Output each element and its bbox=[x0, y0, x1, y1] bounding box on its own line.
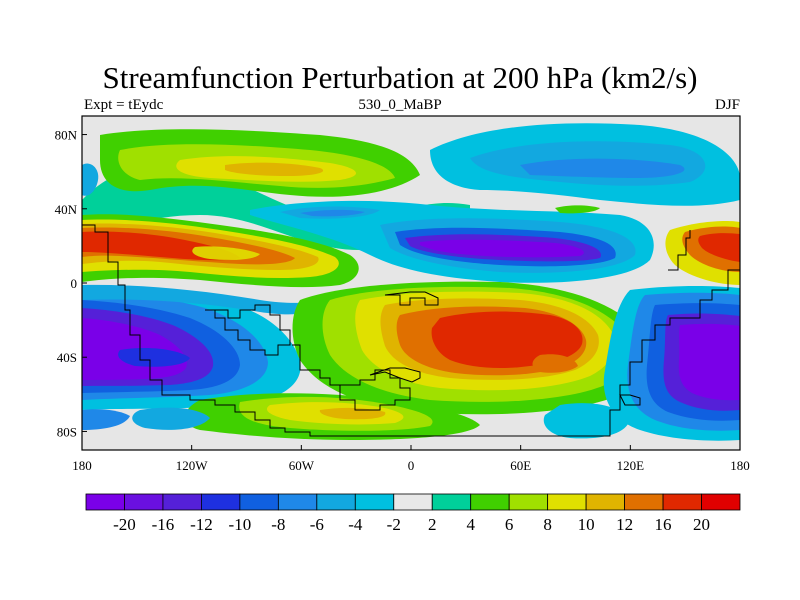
x-tick-label: 180 bbox=[730, 458, 750, 473]
colorbar-swatch bbox=[624, 493, 664, 511]
x-tick-label: 180 bbox=[72, 458, 92, 473]
y-tick-label: 40N bbox=[55, 202, 78, 217]
colorbar-label: -4 bbox=[348, 515, 363, 534]
subtitle-left: Expt = tEydc bbox=[84, 97, 164, 113]
y-tick-label: 80N bbox=[55, 128, 78, 143]
colorbar-label: -20 bbox=[113, 515, 136, 534]
colorbar-swatch bbox=[508, 493, 549, 511]
colorbar-label: -6 bbox=[310, 515, 324, 534]
colorbar-swatch bbox=[162, 493, 202, 511]
colorbar-label: 16 bbox=[655, 515, 672, 534]
x-axis: 180 120W 60W 0 60E 120E 180 bbox=[72, 445, 750, 473]
colorbar-swatch bbox=[701, 493, 741, 511]
colorbar-swatch bbox=[585, 493, 625, 511]
colorbar-swatch bbox=[239, 493, 279, 511]
colorbar-label: 8 bbox=[543, 515, 552, 534]
y-tick-label: 80S bbox=[57, 424, 77, 439]
colorbar-label: 20 bbox=[693, 515, 710, 534]
colorbar-swatch bbox=[354, 493, 395, 511]
colorbar-label: 2 bbox=[428, 515, 437, 534]
y-tick-label: 0 bbox=[71, 276, 78, 291]
colorbar-swatch bbox=[124, 493, 164, 511]
colorbar-label: 12 bbox=[616, 515, 633, 534]
contour-fill bbox=[82, 123, 740, 441]
y-axis: 80N 40N 0 40S 80S bbox=[55, 128, 87, 439]
colorbar-swatch bbox=[316, 493, 356, 511]
subtitle-right: DJF bbox=[714, 97, 740, 113]
colorbar-swatch bbox=[85, 493, 125, 511]
x-tick-label: 0 bbox=[408, 458, 415, 473]
colorbar-swatch bbox=[393, 493, 433, 511]
colorbar-label: -12 bbox=[190, 515, 213, 534]
colorbar-swatch bbox=[431, 493, 472, 511]
colorbar: -20 -16 -12 -10 -8 -6 -4 -2 2 4 6 8 10 12 16 20 bbox=[85, 493, 741, 534]
chart-title: Streamfunction Perturbation at 200 hPa (… bbox=[102, 60, 698, 95]
x-tick-label: 60E bbox=[510, 458, 531, 473]
colorbar-label: -10 bbox=[229, 515, 252, 534]
colorbar-label: -16 bbox=[152, 515, 175, 534]
x-tick-label: 120W bbox=[176, 458, 209, 473]
colorbar-label: 10 bbox=[578, 515, 595, 534]
colorbar-swatch bbox=[547, 493, 587, 511]
colorbar-label: 6 bbox=[505, 515, 514, 534]
subtitle-center: 530_0_MaBP bbox=[358, 97, 442, 113]
colorbar-label: -2 bbox=[387, 515, 401, 534]
colorbar-label: 4 bbox=[466, 515, 475, 534]
colorbar-swatch bbox=[470, 493, 510, 511]
x-tick-label: 60W bbox=[289, 458, 315, 473]
colorbar-label: -8 bbox=[271, 515, 285, 534]
x-tick-label: 120E bbox=[617, 458, 645, 473]
colorbar-swatch bbox=[277, 493, 318, 511]
colorbar-swatch bbox=[662, 493, 702, 511]
coastlines bbox=[82, 224, 740, 437]
colorbar-swatch bbox=[201, 493, 241, 511]
y-tick-label: 40S bbox=[57, 350, 77, 365]
